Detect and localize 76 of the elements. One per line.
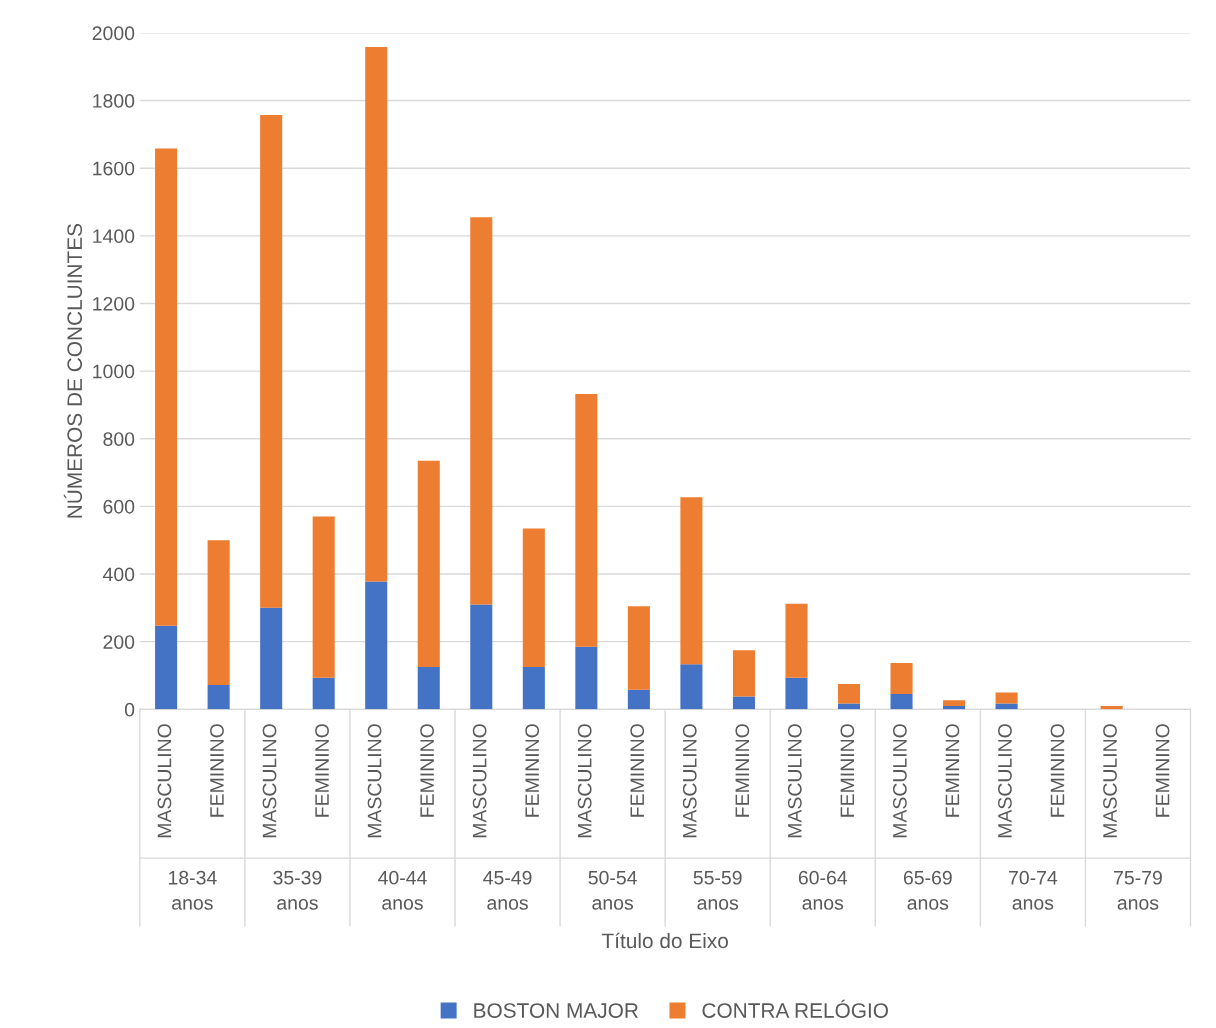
text: 60-64 anos xyxy=(798,870,848,910)
bar xyxy=(837,683,861,704)
x-tick-label: FEMININO xyxy=(315,724,329,817)
x-tick-label: FEMININO xyxy=(210,724,224,817)
x-tick-label: MASCULINO xyxy=(787,724,802,838)
text: 35-39 anos xyxy=(273,870,322,910)
bar xyxy=(207,684,230,710)
x-tick-label: MASCULINO xyxy=(577,724,592,838)
bar xyxy=(207,540,230,685)
bar xyxy=(522,528,545,668)
x-tick-label: FEMININO xyxy=(945,724,960,817)
x-axis-title: Título do Eixo xyxy=(601,932,728,949)
x-tick-label: FEMININO xyxy=(1155,724,1170,817)
bar xyxy=(890,694,913,710)
x-tick-label: MASCULINO xyxy=(998,724,1012,838)
x-tick-label: MASCULINO xyxy=(157,724,172,838)
bar xyxy=(680,664,703,710)
x-tick-label: FEMININO xyxy=(420,724,434,817)
bar xyxy=(995,692,1018,704)
x-tick-label: FEMININO xyxy=(630,724,645,817)
bar xyxy=(732,650,755,697)
y-tick-label: 1000 xyxy=(93,364,135,379)
text: 75-79 anos xyxy=(1114,870,1162,910)
x-tick-label: FEMININO xyxy=(525,724,540,817)
text: 50-54 anos xyxy=(588,870,637,910)
bar xyxy=(627,606,650,690)
bar xyxy=(575,394,598,647)
x-tick-label: MASCULINO xyxy=(472,724,487,838)
bar xyxy=(365,47,388,582)
bar xyxy=(155,625,178,710)
bar xyxy=(943,700,966,706)
bar xyxy=(260,607,283,710)
y-tick-label: 200 xyxy=(103,635,135,649)
y-tick-label: 1600 xyxy=(93,161,135,176)
y-tick-label: 1200 xyxy=(93,296,135,311)
text: 65-69 anos xyxy=(903,870,952,910)
bar xyxy=(732,696,755,710)
text: 45-49 anos xyxy=(483,870,532,910)
y-tick-label: 0 xyxy=(124,702,135,717)
bar xyxy=(785,603,808,678)
y-tick-label: 1800 xyxy=(93,94,135,108)
bar xyxy=(312,516,335,678)
x-tick-label: MASCULINO xyxy=(1103,724,1117,838)
bar xyxy=(470,217,493,605)
text: 70-74 anos xyxy=(1009,870,1058,910)
text: 40-44 anos xyxy=(378,870,427,910)
bar xyxy=(680,497,703,665)
legend-label: BOSTON MAJOR xyxy=(474,1003,638,1018)
y-tick-label: 400 xyxy=(102,567,135,582)
bar xyxy=(890,662,913,695)
x-tick-label: FEMININO xyxy=(840,724,855,817)
bar xyxy=(417,460,440,668)
bar xyxy=(260,115,283,608)
bar xyxy=(365,581,388,710)
y-tick-label: 2000 xyxy=(92,26,135,41)
bar xyxy=(155,148,178,626)
x-tick-label: FEMININO xyxy=(735,724,750,817)
x-tick-label: FEMININO xyxy=(1050,724,1065,817)
y-tick-label: 800 xyxy=(103,432,135,446)
bar xyxy=(785,677,808,710)
bar xyxy=(575,646,598,710)
text: 18-34 anos xyxy=(168,870,217,910)
bar xyxy=(522,667,545,710)
y-tick-label: 600 xyxy=(103,499,135,514)
bar xyxy=(627,689,650,710)
text: 55-59 anos xyxy=(693,870,742,910)
x-tick-label: MASCULINO xyxy=(262,724,277,838)
x-tick-label: MASCULINO xyxy=(682,724,697,838)
x-tick-label: MASCULINO xyxy=(892,724,907,838)
x-tick-label: MASCULINO xyxy=(367,724,382,838)
y-tick-label: 1400 xyxy=(93,229,135,244)
legend-label: CONTRA RELÓGIO xyxy=(702,999,888,1018)
bar xyxy=(417,667,440,710)
bar xyxy=(312,677,335,710)
bar xyxy=(470,604,493,710)
y-axis-title: NÚMEROS DE CONCLUINTES xyxy=(63,223,83,518)
